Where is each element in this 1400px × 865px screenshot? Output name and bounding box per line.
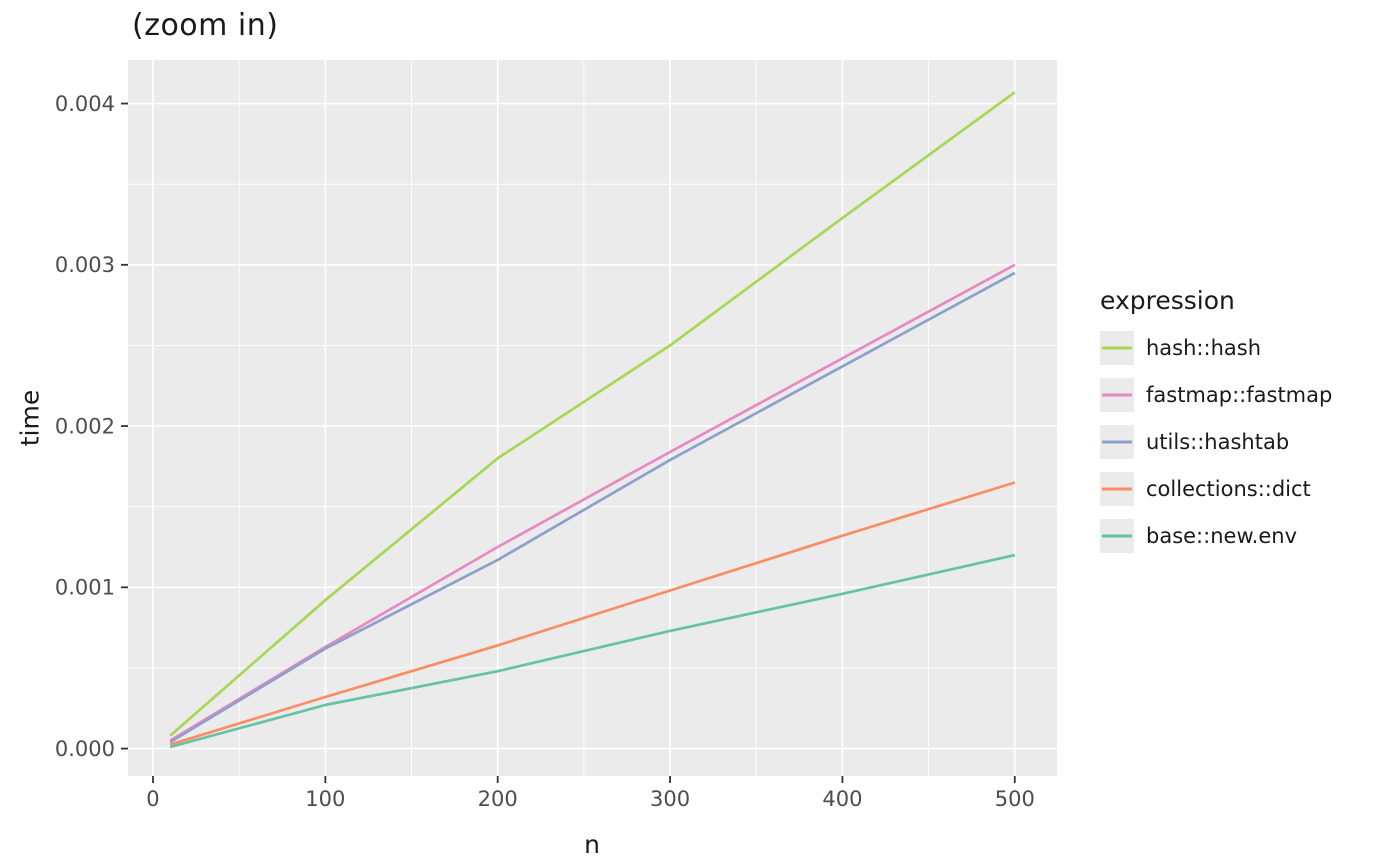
legend-key-line <box>1102 393 1132 397</box>
legend-key-line <box>1102 487 1132 491</box>
legend-key-line <box>1102 534 1132 538</box>
legend-label: collections::dict <box>1146 477 1311 501</box>
series-line-fastmap::fastmap <box>169 263 1016 742</box>
legend-key-swatch <box>1100 378 1134 412</box>
plot-title: (zoom in) <box>132 8 279 43</box>
panel-background <box>128 60 1057 776</box>
x-tick-label: 300 <box>650 787 690 811</box>
y-tick-label: 0.001 <box>55 576 115 600</box>
legend-entry: base::new.env <box>1100 519 1332 553</box>
axis-tick-marks <box>121 102 1016 783</box>
x-tick-label: 500 <box>995 787 1035 811</box>
minor-gridlines <box>128 60 1057 776</box>
legend-label: utils::hashtab <box>1146 430 1290 454</box>
legend-entry: utils::hashtab <box>1100 425 1332 459</box>
x-axis-title: n <box>584 830 600 859</box>
legend-entry: hash::hash <box>1100 331 1332 365</box>
series-line-collections::dict <box>169 481 1016 746</box>
legend-key-swatch <box>1100 519 1134 553</box>
major-gridlines <box>128 60 1057 776</box>
legend-key-swatch <box>1100 425 1134 459</box>
series-line-base::new.env <box>169 553 1016 749</box>
legend-entry: fastmap::fastmap <box>1100 378 1332 412</box>
y-axis-title: time <box>15 389 45 447</box>
legend-key-swatch <box>1100 472 1134 506</box>
y-tick-label: 0.003 <box>55 253 115 277</box>
series-line-utils::hashtab <box>169 271 1016 744</box>
x-tick-label: 0 <box>146 787 159 811</box>
legend-entry: collections::dict <box>1100 472 1332 506</box>
legend-title: expression <box>1100 286 1235 315</box>
x-tick-label: 100 <box>305 787 345 811</box>
x-tick-label: 200 <box>478 787 518 811</box>
legend-key-line <box>1102 346 1132 350</box>
legend-label: hash::hash <box>1146 336 1262 360</box>
legend-label: base::new.env <box>1146 524 1298 548</box>
y-tick-label: 0.004 <box>55 92 115 116</box>
legend-key-swatch <box>1100 331 1134 365</box>
legend-label: fastmap::fastmap <box>1146 383 1333 407</box>
x-tick-label: 400 <box>822 787 862 811</box>
y-tick-label: 0.002 <box>55 414 115 438</box>
legend-key-line <box>1102 440 1132 444</box>
y-tick-label: 0.000 <box>55 737 115 761</box>
series-line-hash::hash <box>169 91 1016 737</box>
